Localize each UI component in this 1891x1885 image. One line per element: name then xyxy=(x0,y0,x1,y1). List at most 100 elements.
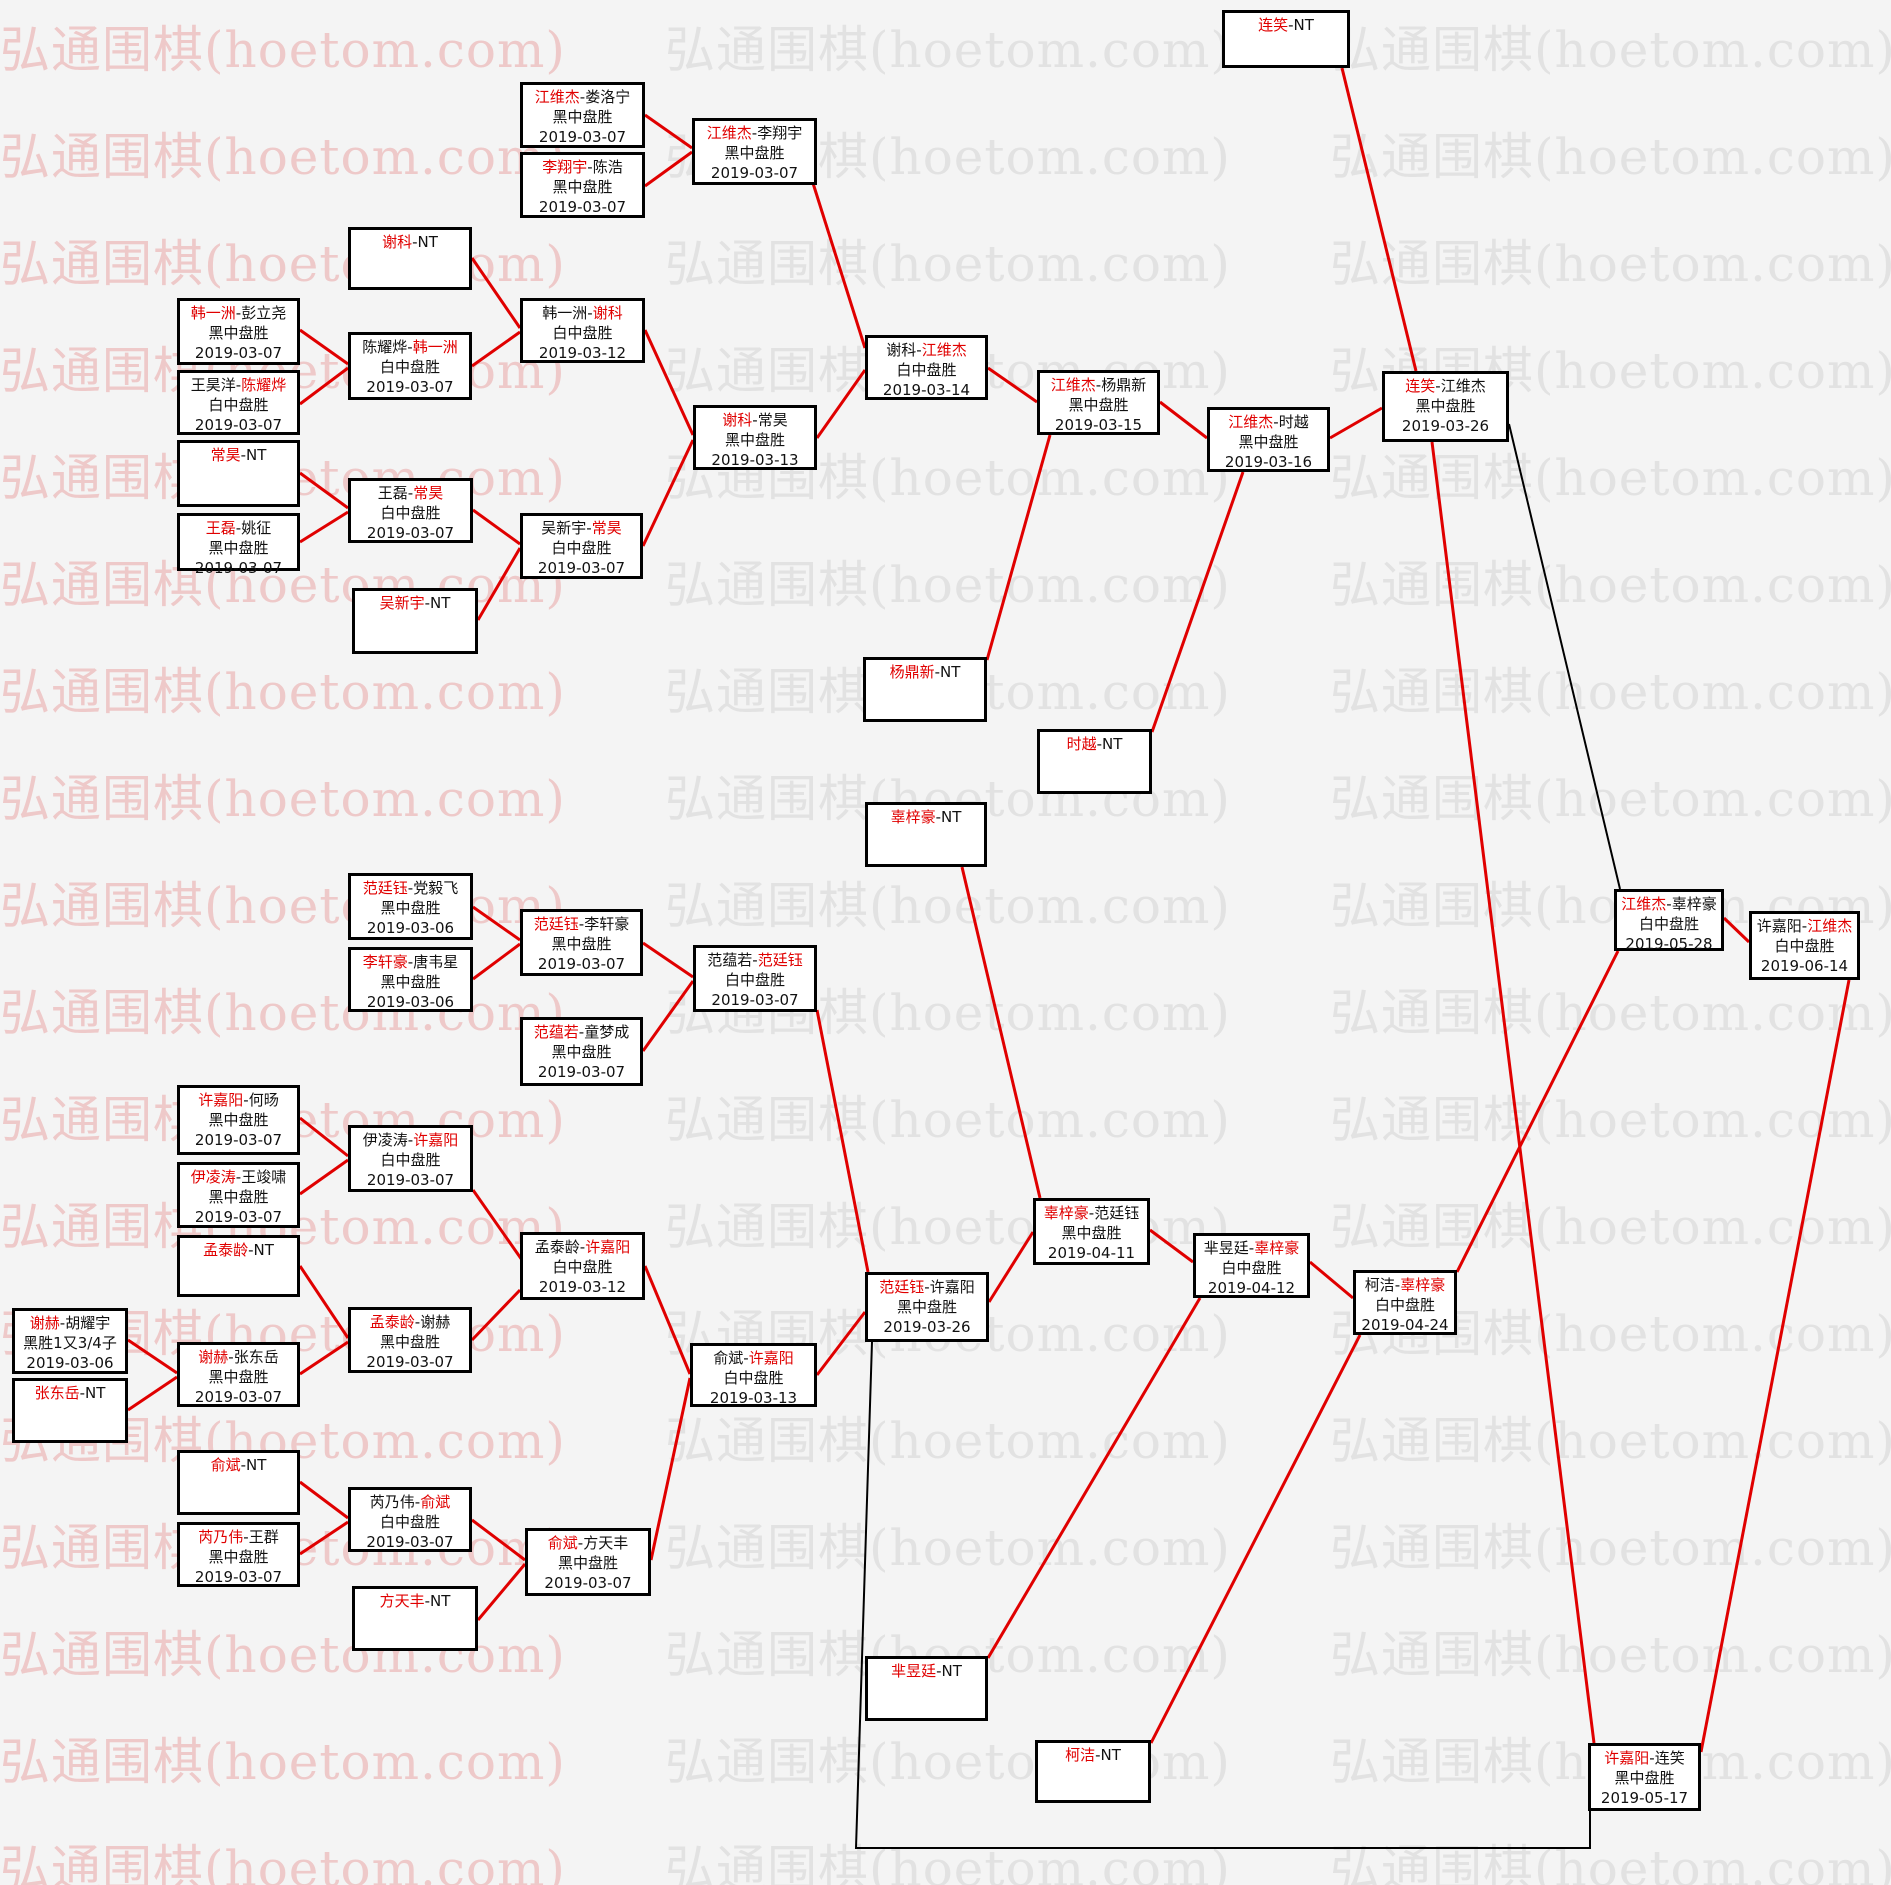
match-players: 谢科-NT xyxy=(351,232,469,252)
match-box-ydx-nt: 杨鼎新-NT xyxy=(863,657,987,722)
winner-path-line xyxy=(471,330,521,368)
winner-path-line xyxy=(299,471,349,510)
players-separator: - xyxy=(235,304,242,322)
players-separator: - xyxy=(235,376,242,394)
players-separator: - xyxy=(935,808,942,826)
match-players: 芮乃伟-王群 xyxy=(180,1527,297,1547)
match-date: 2019-03-07 xyxy=(366,1171,455,1189)
players-separator: - xyxy=(243,1091,249,1109)
match-result: 黑中盘胜 xyxy=(1238,433,1299,451)
match-date: 2019-03-07 xyxy=(194,416,283,434)
players-separator: - xyxy=(1273,413,1279,431)
player-2: 连笑 xyxy=(1654,1749,1685,1767)
player-2: NT xyxy=(85,1384,106,1402)
players-separator: - xyxy=(243,1528,249,1546)
player-2: 范廷钰 xyxy=(757,951,803,969)
match-box-rnw-wangqun: 芮乃伟-王群 黑中盘胜 2019-03-07 xyxy=(177,1522,300,1587)
player-2: 李翔宇 xyxy=(757,124,803,142)
player-1: 张东岳 xyxy=(34,1384,80,1402)
winner-path-line xyxy=(299,366,349,406)
match-result: 白中盘胜 xyxy=(724,971,785,989)
match-players: 辜梓豪-范廷钰 xyxy=(1036,1203,1147,1223)
match-box-xieke-changhao: 谢科-常昊 黑中盘胜 2019-03-13 xyxy=(693,405,817,470)
player-1: 王磊 xyxy=(205,519,236,537)
player-1: 方天丰 xyxy=(379,1592,425,1610)
match-date: 2019-03-07 xyxy=(544,1574,632,1592)
player-1: 辜梓豪 xyxy=(1043,1204,1089,1222)
match-players: 江维杰-时越 xyxy=(1210,412,1327,432)
match-box-yubin-ftf: 俞斌-方天丰 黑中盘胜 2019-03-07 xyxy=(525,1528,651,1596)
player-2: 彭立尧 xyxy=(241,304,287,322)
player-1: 范蕴若 xyxy=(533,1023,579,1041)
match-date: 2019-03-07 xyxy=(194,1131,283,1149)
player-2: 谢科 xyxy=(592,304,623,322)
match-players: 芮乃伟-俞斌 xyxy=(351,1492,469,1512)
players-separator: - xyxy=(916,341,922,359)
player-1: 谢赫 xyxy=(198,1348,229,1366)
players-separator: - xyxy=(424,1592,431,1610)
winner-path-line xyxy=(299,1340,349,1376)
match-box-gzh-fty: 辜梓豪-范廷钰 黑中盘胜 2019-04-11 xyxy=(1033,1198,1150,1265)
player-2: 胡耀宇 xyxy=(65,1314,111,1332)
match-result: 黑中盘胜 xyxy=(552,108,613,126)
match-players: 柯洁-辜梓豪 xyxy=(1356,1275,1454,1295)
players-separator: - xyxy=(578,915,585,933)
match-box-xiehe-zdy: 谢赫-张东岳 黑中盘胜 2019-03-07 xyxy=(177,1342,300,1407)
player-2: 许嘉阳 xyxy=(585,1238,631,1256)
players-separator: - xyxy=(1649,1749,1655,1767)
winner-path-line xyxy=(299,1116,349,1158)
match-result: 黑中盘胜 xyxy=(379,1333,440,1351)
winner-path-line xyxy=(643,329,695,436)
winner-path-line xyxy=(299,1520,349,1556)
match-date: 2019-03-07 xyxy=(366,1533,454,1551)
match-box-ylt-wjx: 伊凌涛-王竣啸 黑中盘胜 2019-03-07 xyxy=(177,1162,300,1228)
match-result: 黑中盘胜 xyxy=(208,1111,269,1129)
match-box-xjy-jwj: 许嘉阳-江维杰 白中盘胜 2019-06-14 xyxy=(1749,911,1860,980)
player-2: 江维杰 xyxy=(921,341,967,359)
winner-path-line xyxy=(470,1288,522,1342)
match-box-rnw-yubin: 芮乃伟-俞斌 白中盘胜 2019-03-07 xyxy=(348,1487,472,1552)
players-separator: - xyxy=(414,1313,421,1331)
match-players: 俞斌-NT xyxy=(180,1455,297,1475)
match-date: 2019-03-07 xyxy=(538,128,627,146)
match-players: 范廷钰-党毅飞 xyxy=(351,878,470,898)
winner-path-line xyxy=(641,980,695,1052)
match-players: 范蕴若-童梦成 xyxy=(523,1022,640,1042)
match-result: 白中盘胜 xyxy=(380,1151,441,1169)
players-separator: - xyxy=(1435,377,1441,395)
match-players: 李翔宇-陈浩 xyxy=(523,157,642,177)
player-1: 李轩豪 xyxy=(362,953,408,971)
player-1: 王磊 xyxy=(377,484,408,502)
match-box-guzihao-nt: 辜梓豪-NT xyxy=(865,802,987,867)
match-players: 王昊洋-陈耀烨 xyxy=(180,375,297,395)
match-players: 连笑-江维杰 xyxy=(1385,376,1506,396)
players-separator: - xyxy=(1394,1276,1401,1294)
winner-path-line xyxy=(471,1518,526,1562)
winner-path-line xyxy=(127,1375,178,1412)
players-separator: - xyxy=(752,411,758,429)
loser-path-line xyxy=(854,1341,1591,1849)
player-1: 连笑 xyxy=(1405,377,1436,395)
winner-path-line xyxy=(641,439,695,547)
winner-path-line xyxy=(1159,400,1208,440)
match-players: 柯洁-NT xyxy=(1038,1745,1148,1765)
match-players: 伊凌涛-许嘉阳 xyxy=(351,1130,470,1150)
players-separator: - xyxy=(407,1131,414,1149)
match-players: 辜梓豪-NT xyxy=(868,807,984,827)
players-separator: - xyxy=(752,951,758,969)
winner-path-line xyxy=(472,905,521,942)
match-box-lianxiao-jwj: 连笑-江维杰 黑中盘胜 2019-03-26 xyxy=(1382,371,1509,442)
match-players: 吴新宇-常昊 xyxy=(523,518,640,538)
players-separator: - xyxy=(235,519,242,537)
player-1: 江维杰 xyxy=(1228,413,1274,431)
match-players: 孟泰龄-许嘉阳 xyxy=(523,1237,642,1257)
player-2: 辜梓豪 xyxy=(1671,895,1717,913)
player-1: 谢科 xyxy=(886,341,917,359)
players-separator: - xyxy=(577,1534,584,1552)
winner-path-line xyxy=(470,257,522,329)
player-1: 范廷钰 xyxy=(533,915,579,933)
match-result: 白中盘胜 xyxy=(379,1513,440,1531)
match-result: 黑中盘胜 xyxy=(208,1188,269,1206)
players-separator: - xyxy=(586,519,592,537)
